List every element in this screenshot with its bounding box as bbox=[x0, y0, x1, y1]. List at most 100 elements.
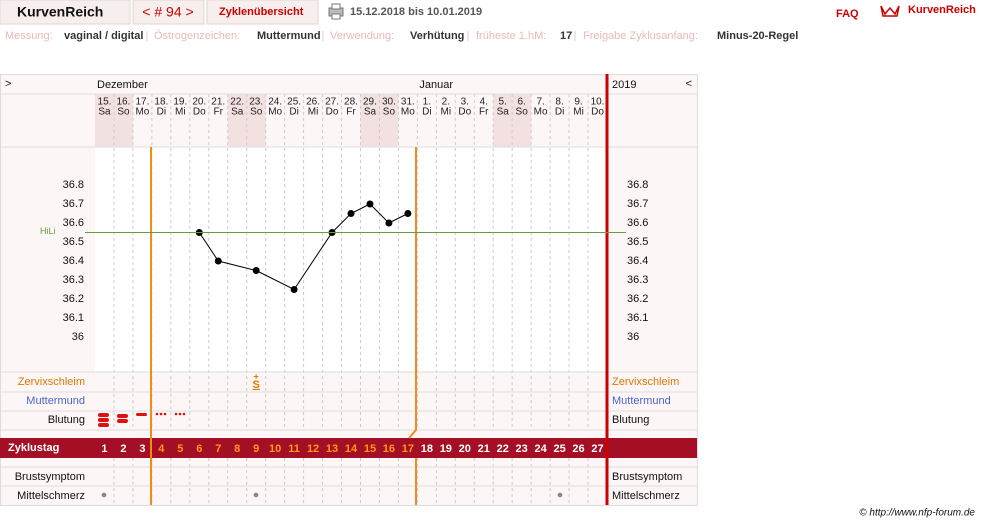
weekend-shade bbox=[493, 94, 513, 147]
info-value: Minus-20-Regel bbox=[717, 30, 798, 42]
y-tick-label: 36.3 bbox=[63, 274, 84, 286]
date-label: 22. bbox=[230, 97, 244, 108]
weekday-label: Do bbox=[591, 107, 604, 118]
info-value: Verhütung bbox=[410, 30, 464, 42]
weekday-label: Fr bbox=[346, 107, 356, 118]
date-label: 20. bbox=[192, 97, 206, 108]
info-label: Verwendung: bbox=[330, 30, 394, 42]
row-label: Brustsymptom bbox=[612, 471, 682, 483]
temperature-point bbox=[385, 219, 393, 227]
nav-box[interactable] bbox=[132, 0, 205, 25]
weekday-label: So bbox=[516, 107, 529, 118]
cervix-modifier: + bbox=[254, 371, 259, 381]
cycle-nav[interactable]: < # 94 > bbox=[142, 4, 193, 20]
info-value: Muttermund bbox=[257, 30, 321, 42]
cycle-day: 27 bbox=[591, 443, 603, 455]
row-label: Muttermund bbox=[612, 395, 671, 407]
cycle-day: 17 bbox=[402, 443, 414, 455]
nav-prev[interactable]: > bbox=[5, 78, 11, 90]
weekday-label: Sa bbox=[98, 107, 111, 118]
row-label: Brustsymptom bbox=[15, 471, 85, 483]
faq-link[interactable]: FAQ bbox=[836, 8, 859, 20]
weekend-shade bbox=[360, 94, 380, 147]
footer: © http://www.nfp-forum.de bbox=[859, 508, 975, 519]
date-range: 15.12.2018 bis 10.01.2019 bbox=[350, 6, 482, 18]
weekend-shade bbox=[246, 94, 266, 147]
logo-text[interactable]: KurvenReich bbox=[908, 4, 976, 16]
cycle-day: 16 bbox=[383, 443, 395, 455]
y-tick-label: 36.6 bbox=[63, 217, 84, 229]
date-label: 17. bbox=[135, 97, 149, 108]
date-label: 18. bbox=[154, 97, 168, 108]
weekday-label: Do bbox=[193, 107, 206, 118]
weekday-label: Mo bbox=[534, 107, 548, 118]
date-label: 16. bbox=[116, 97, 130, 108]
y-tick-label: 36 bbox=[72, 331, 84, 343]
weekday-label: Mi bbox=[441, 107, 452, 118]
date-label: 2. bbox=[442, 97, 450, 108]
date-label: 29. bbox=[363, 97, 377, 108]
weekend-shade bbox=[512, 94, 532, 147]
cervix-symbol: S bbox=[253, 379, 260, 391]
date-label: 19. bbox=[173, 97, 187, 108]
month-label: Dezember bbox=[97, 79, 148, 91]
date-label: 26. bbox=[306, 97, 320, 108]
cycle-day: 20 bbox=[459, 443, 471, 455]
y-tick-label: 36.7 bbox=[627, 198, 648, 210]
cycle-day: 21 bbox=[478, 443, 490, 455]
weekday-label: Sa bbox=[231, 107, 244, 118]
row-label: Zyklustag bbox=[8, 442, 59, 454]
weekend-shade bbox=[227, 94, 247, 147]
weekday-label: Mo bbox=[135, 107, 149, 118]
cycle-day: 23 bbox=[516, 443, 528, 455]
cycle-day: 5 bbox=[177, 443, 183, 455]
y-tick-label: 36.4 bbox=[63, 255, 84, 267]
plot-area bbox=[95, 147, 607, 372]
date-label: 21. bbox=[211, 97, 225, 108]
cycle-day: 22 bbox=[497, 443, 509, 455]
row-label: Blutung bbox=[612, 414, 649, 426]
y-tick-label: 36.2 bbox=[63, 293, 84, 305]
row-label: Zervixschleim bbox=[612, 376, 679, 388]
row-label: Zervixschleim bbox=[18, 376, 85, 388]
date-label: 4. bbox=[480, 97, 488, 108]
weekday-label: Fr bbox=[479, 107, 489, 118]
brand: KurvenReich bbox=[17, 4, 103, 20]
date-label: 1. bbox=[423, 97, 431, 108]
cycle-day: 13 bbox=[326, 443, 338, 455]
row-label: Blutung bbox=[48, 414, 85, 426]
overview-box[interactable] bbox=[206, 0, 319, 25]
date-label: 15. bbox=[98, 97, 112, 108]
date-label: 27. bbox=[325, 97, 339, 108]
printer-icon[interactable] bbox=[328, 3, 344, 20]
date-label: 23. bbox=[249, 97, 263, 108]
row-label: Muttermund bbox=[26, 395, 85, 407]
overview-link[interactable]: Zyklenübersicht bbox=[219, 6, 304, 18]
date-label: 30. bbox=[382, 97, 396, 108]
weekday-label: Di bbox=[422, 107, 431, 118]
weekday-label: Mo bbox=[401, 107, 415, 118]
y-tick-label: 36.2 bbox=[627, 293, 648, 305]
temperature-point bbox=[290, 286, 298, 293]
nav-next[interactable]: < bbox=[686, 78, 692, 90]
cycle-day: 19 bbox=[440, 443, 452, 455]
date-label: 24. bbox=[268, 97, 282, 108]
date-label: 7. bbox=[536, 97, 544, 108]
cycle-day: 9 bbox=[253, 443, 259, 455]
weekday-label: Di bbox=[555, 107, 564, 118]
temperature-point bbox=[214, 257, 222, 265]
date-label: 8. bbox=[555, 97, 563, 108]
info-label: Östrogenzeichen: bbox=[154, 30, 240, 42]
y-tick-label: 36.3 bbox=[627, 274, 648, 286]
y-tick-label: 36.5 bbox=[627, 236, 648, 248]
y-tick-label: 36.6 bbox=[627, 217, 648, 229]
weekday-label: Do bbox=[458, 107, 471, 118]
weekday-label: Mi bbox=[308, 107, 319, 118]
cycle-day: 18 bbox=[421, 443, 433, 455]
y-tick-label: 36.4 bbox=[627, 255, 648, 267]
info-label: Freigabe Zyklusanfang: bbox=[583, 30, 698, 42]
logo-icon bbox=[880, 5, 900, 17]
brand-box bbox=[0, 0, 131, 25]
cycle-day: 4 bbox=[158, 443, 165, 455]
